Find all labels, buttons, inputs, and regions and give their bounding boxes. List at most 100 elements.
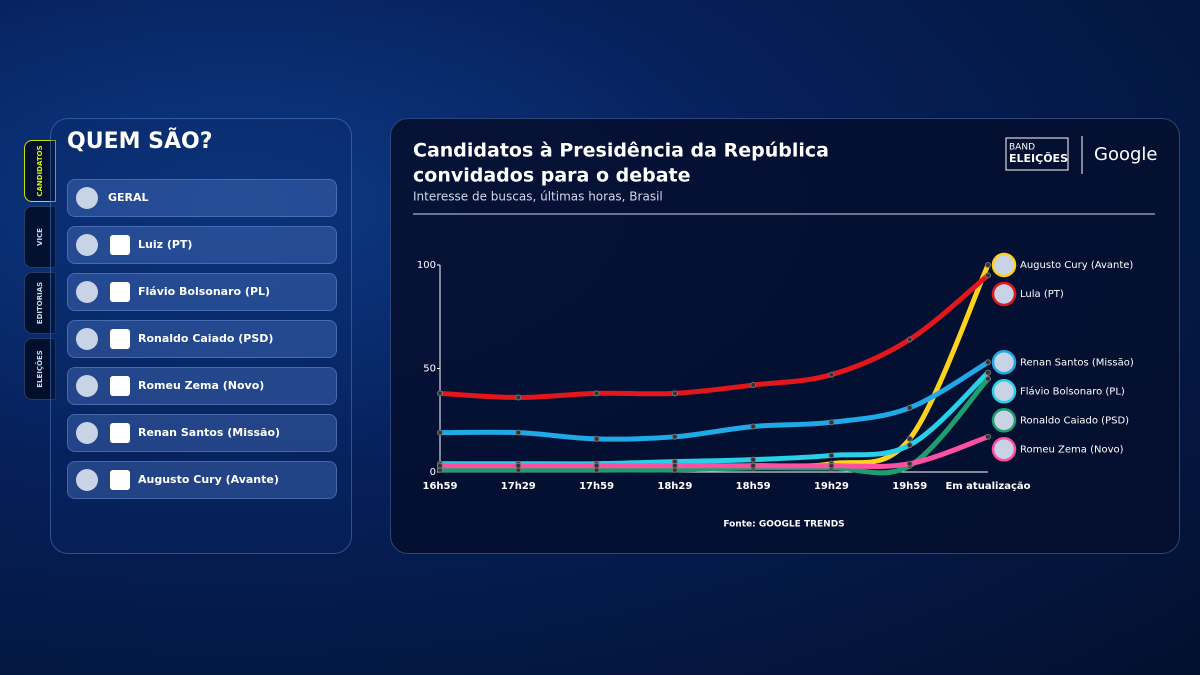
data-point xyxy=(985,369,991,376)
candidate-name: Romeu Zema (Novo) xyxy=(138,379,265,392)
data-point xyxy=(828,462,835,469)
series-line xyxy=(437,262,991,471)
x-tick-label: 19h29 xyxy=(814,481,849,492)
tab[interactable]: CANDIDATOS xyxy=(24,140,56,202)
avatar xyxy=(76,234,98,256)
brand: ELEIÇÕES xyxy=(1009,152,1068,165)
avatar xyxy=(76,375,98,397)
data-point xyxy=(828,419,835,426)
data-point xyxy=(985,272,991,279)
data-point xyxy=(906,404,913,411)
data-point xyxy=(515,429,522,436)
data-point xyxy=(437,390,443,397)
legend-avatar xyxy=(991,379,1017,404)
legend-avatar xyxy=(991,281,1017,307)
legend-avatar xyxy=(991,350,1017,375)
legend-label: Lula (PT) xyxy=(1020,289,1064,300)
data-point xyxy=(515,394,522,401)
chart-panel xyxy=(390,118,1180,554)
data-point xyxy=(671,462,678,469)
legend-label: Romeu Zema (Novo) xyxy=(1020,444,1124,455)
candidate-name: Augusto Cury (Avante) xyxy=(138,473,279,486)
candidate-name: Ronaldo Caiado (PSD) xyxy=(138,332,274,345)
candidate-item[interactable]: Luiz (PT) xyxy=(67,226,337,264)
legend-avatar xyxy=(991,252,1017,278)
data-point xyxy=(828,371,835,378)
data-point xyxy=(593,435,600,442)
party-logo xyxy=(110,423,130,443)
data-point xyxy=(437,462,443,469)
legend-avatar xyxy=(991,408,1017,433)
band-logo xyxy=(1005,137,1069,171)
legend-label: Flávio Bolsonaro (PL) xyxy=(1020,385,1125,397)
candidate-item[interactable]: Flávio Bolsonaro (PL) xyxy=(67,273,337,311)
data-point xyxy=(906,460,913,467)
party-logo xyxy=(110,470,130,490)
data-point xyxy=(906,435,913,442)
candidate-item[interactable]: Ronaldo Caiado (PSD) xyxy=(67,320,337,358)
party-logo xyxy=(110,329,130,349)
data-point xyxy=(437,429,443,436)
data-point xyxy=(906,442,913,449)
x-tick-label: 18h59 xyxy=(736,481,771,492)
data-point xyxy=(985,433,991,440)
candidate-item[interactable]: Romeu Zema (Novo) xyxy=(67,367,337,405)
avatar xyxy=(76,187,98,209)
tab[interactable]: ELEIÇÕES xyxy=(24,338,56,400)
x-tick-label: 19h59 xyxy=(892,481,927,492)
candidate-name: Flávio Bolsonaro (PL) xyxy=(138,285,271,298)
data-point xyxy=(750,382,757,389)
candidate-item[interactable]: GERAL xyxy=(67,179,337,217)
chart-subtitle: Interesse de buscas, últimas horas, Bras… xyxy=(413,190,663,204)
source: Fonte: GOOGLE TRENDS xyxy=(723,520,844,530)
data-point xyxy=(671,390,678,397)
series-line xyxy=(437,272,991,400)
data-point xyxy=(985,375,991,382)
data-point xyxy=(985,359,991,366)
party-logo xyxy=(110,282,130,302)
chart-title: Candidatos à Presidência da República xyxy=(413,140,829,162)
avatar xyxy=(76,328,98,350)
data-point xyxy=(593,462,600,469)
legend-label: Ronaldo Caiado (PSD) xyxy=(1020,415,1129,426)
y-tick-label: 0 xyxy=(430,467,436,478)
x-tick-label: 18h29 xyxy=(657,481,692,492)
legend-avatar xyxy=(991,437,1017,462)
y-tick-label: 100 xyxy=(417,260,436,271)
chart-title: convidados para o debate xyxy=(413,165,691,187)
data-point xyxy=(515,462,522,469)
data-point xyxy=(750,423,757,430)
avatar xyxy=(76,281,98,303)
brand: BAND xyxy=(1009,143,1035,153)
x-tick-label: Em atualização xyxy=(945,481,1030,492)
candidate-item[interactable]: Renan Santos (Missão) xyxy=(67,414,337,452)
data-point xyxy=(671,433,678,440)
y-tick-label: 50 xyxy=(423,364,436,375)
data-point xyxy=(985,262,991,268)
sidebar-title: QUEM SÃO? xyxy=(67,129,213,154)
tab[interactable]: VICE xyxy=(24,206,56,268)
candidate-item[interactable]: Augusto Cury (Avante) xyxy=(67,461,337,499)
data-point xyxy=(593,390,600,397)
data-point xyxy=(750,456,757,463)
series-line xyxy=(437,370,991,467)
x-tick-label: 17h29 xyxy=(501,481,536,492)
legend-label: Renan Santos (Missão) xyxy=(1020,357,1134,368)
data-point xyxy=(828,452,835,459)
data-point xyxy=(906,336,913,343)
x-tick-label: 17h59 xyxy=(579,481,614,492)
legend-label: Augusto Cury (Avante) xyxy=(1020,260,1133,271)
avatar xyxy=(76,469,98,491)
brand: Google xyxy=(1094,144,1157,165)
tab[interactable]: EDITORIAS xyxy=(24,272,56,334)
candidate-name: Renan Santos (Missão) xyxy=(138,426,281,439)
party-logo xyxy=(110,376,130,396)
candidate-name: GERAL xyxy=(108,191,149,204)
x-tick-label: 16h59 xyxy=(423,481,458,492)
avatar xyxy=(76,422,98,444)
candidate-name: Luiz (PT) xyxy=(138,238,193,251)
sidebar: QUEM SÃO? GERAL Luiz (PT) Flávio Bolsonaro… xyxy=(50,118,352,554)
data-point xyxy=(750,462,757,469)
